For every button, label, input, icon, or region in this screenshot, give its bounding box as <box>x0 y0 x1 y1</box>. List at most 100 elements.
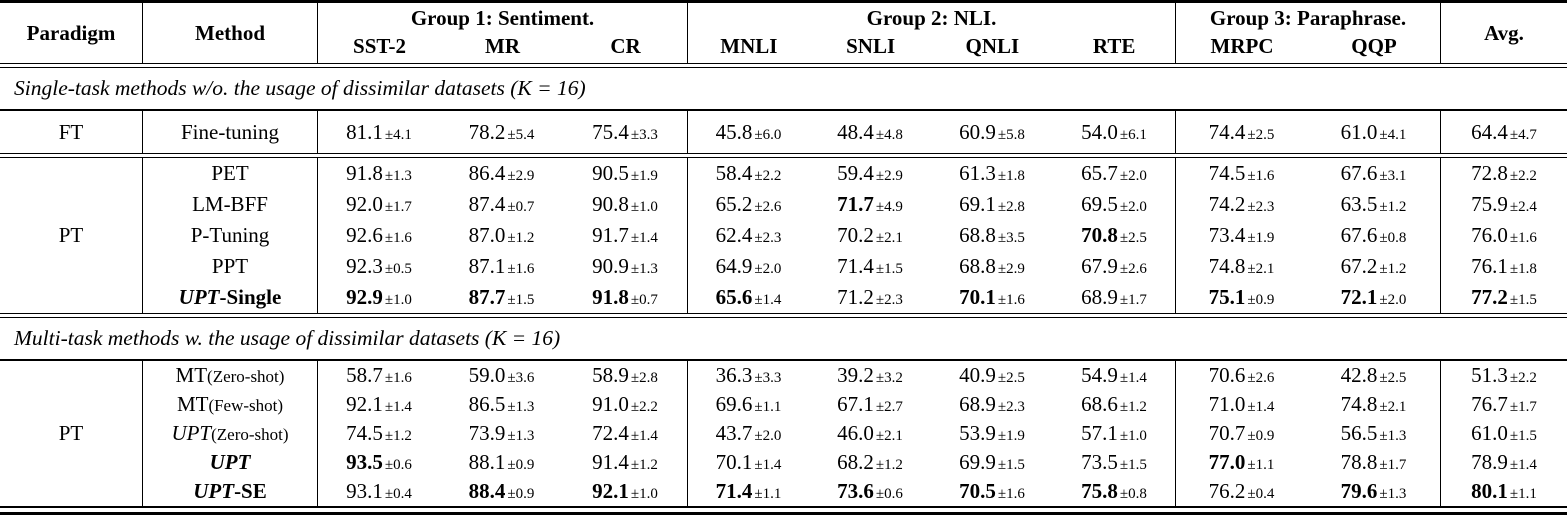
value-mr: 78.2 ±5.4 <box>468 120 535 144</box>
value-avg: 76.1 ±1.8 <box>1440 251 1567 282</box>
value-qnli: 70.1 ±1.6 <box>959 285 1025 309</box>
value-mrpc: 77.0 ±1.1 <box>1175 448 1307 477</box>
value-qnli: 68.9 ±2.3 <box>959 392 1025 416</box>
value-sst-2: 92.9 ±1.0 <box>317 282 440 313</box>
value-mr: 87.1 ±1.6 <box>468 254 535 278</box>
value-sst-2: 91.8 ±1.3 <box>317 158 440 189</box>
value-rte: 54.0 ±6.1 <box>1081 120 1147 144</box>
rule-below-caption-2 <box>0 359 1567 361</box>
value-cr: 75.4 ±3.3 <box>592 120 658 144</box>
col-header-mnli: MNLI <box>720 34 778 58</box>
value-mr: 86.4 ±2.9 <box>468 161 535 185</box>
col-header-paradigm: Paradigm <box>26 20 116 45</box>
value-mrpc: 74.5 ±1.6 <box>1175 158 1307 189</box>
value-mnli: 43.7 ±2.0 <box>687 419 809 448</box>
col-header-avg: Avg. <box>1440 3 1567 63</box>
group-label: Group 3: Paraphrase. <box>1209 6 1407 30</box>
col-header-sst2: SST-2 <box>353 34 406 58</box>
value-qnli: 40.9 ±2.5 <box>959 363 1025 387</box>
value-mr: 88.4 ±0.9 <box>468 479 535 503</box>
value-qqp: 67.2 ±1.2 <box>1340 254 1407 278</box>
value-snli: 48.4 ±4.8 <box>837 120 903 144</box>
value-mnli: 64.9 ±2.0 <box>687 251 809 282</box>
value-mrpc: 70.7 ±0.9 <box>1175 419 1307 448</box>
block-pt-single-task: PT PET 91.8 ±1.3 86.4 ±2.9 90.5 ±1.9 58.4 ±2.2 59.… <box>0 158 1567 313</box>
value-qnli: 68.8 ±2.9 <box>959 254 1025 278</box>
value-qnli: 69.9 ±1.5 <box>959 450 1025 474</box>
value-avg: 72.8 ±2.2 <box>1440 158 1567 189</box>
value-qqp: 74.8 ±2.1 <box>1340 392 1407 416</box>
value-mrpc: 75.1 ±0.9 <box>1175 282 1307 313</box>
col-header-mr: MR <box>485 34 520 58</box>
value-qqp: 78.8 ±1.7 <box>1340 450 1407 474</box>
value-rte: 73.5 ±1.5 <box>1081 450 1147 474</box>
value-cr: 90.9 ±1.3 <box>592 254 658 278</box>
value-snli: 70.2 ±2.1 <box>837 223 903 247</box>
table-header: Paradigm Method Group 1: Sentiment. SST-… <box>0 3 1567 63</box>
method-mt-zero-shot: MT(Zero-shot) <box>142 361 317 390</box>
value-mrpc: 76.2 ±0.4 <box>1175 477 1307 506</box>
value-snli: 71.4 ±1.5 <box>837 254 903 278</box>
value-cr: 92.1 ±1.0 <box>592 479 658 503</box>
value-mr: 87.7 ±1.5 <box>468 285 535 309</box>
method-upt-zero-shot: UPT(Zero-shot) <box>142 419 317 448</box>
rule-below-pt-single <box>0 313 1567 318</box>
value-avg: 61.0 ±1.5 <box>1440 419 1567 448</box>
value-snli: 59.4 ±2.9 <box>837 161 903 185</box>
value-qnli: 53.9 ±1.9 <box>959 421 1025 445</box>
value-avg: 76.7 ±1.7 <box>1440 390 1567 419</box>
value-sst-2: 93.1 ±0.4 <box>317 477 440 506</box>
value-rte: 75.8 ±0.8 <box>1081 479 1147 503</box>
value-sst-2: 81.1 ±4.1 <box>317 111 440 153</box>
value-sst-2: 74.5 ±1.2 <box>317 419 440 448</box>
section-caption-single-task: Single-task methods w/o. the usage of di… <box>14 76 586 100</box>
value-snli: 71.2 ±2.3 <box>837 285 903 309</box>
value-qqp: 79.6 ±1.3 <box>1340 479 1407 503</box>
value-mrpc: 74.2 ±2.3 <box>1175 189 1307 220</box>
value-cr: 58.9 ±2.8 <box>592 363 658 387</box>
method-p-tuning: P-Tuning <box>142 220 317 251</box>
method-upt: UPT <box>142 448 317 477</box>
method-lm-bff: LM-BFF <box>142 189 317 220</box>
value-avg: 75.9 ±2.4 <box>1440 189 1567 220</box>
group-header-sentiment: Group 1: Sentiment. SST-2 MR CR <box>317 3 687 63</box>
value-mrpc: 74.8 ±2.1 <box>1175 251 1307 282</box>
value-mnli: 62.4 ±2.3 <box>687 220 809 251</box>
value-mr: 88.1 ±0.9 <box>468 450 535 474</box>
value-mnli: 45.8 ±6.0 <box>687 111 809 153</box>
rule-below-caption-1 <box>0 109 1567 111</box>
value-sst-2: 93.5 ±0.6 <box>317 448 440 477</box>
method-ppt: PPT <box>142 251 317 282</box>
value-mrpc: 73.4 ±1.9 <box>1175 220 1307 251</box>
col-header-snli: SNLI <box>846 34 896 58</box>
value-avg: 77.2 ±1.5 <box>1440 282 1567 313</box>
value-qnli: 68.8 ±3.5 <box>959 223 1025 247</box>
value-qnli: 60.9 ±5.8 <box>959 120 1025 144</box>
value-snli: 71.7 ±4.9 <box>837 192 903 216</box>
value-snli: 68.2 ±1.2 <box>837 450 903 474</box>
value-cr: 91.4 ±1.2 <box>592 450 658 474</box>
group-label: Group 1: Sentiment. <box>410 6 595 30</box>
group-header-nli: Group 2: NLI. MNLI SNLI QNLI RTE <box>687 3 1175 63</box>
value-mnli: 58.4 ±2.2 <box>687 158 809 189</box>
col-header-method: Method <box>142 3 317 63</box>
block-ft: FT Fine-tuning 81.1 ±4.1 78.2 ±5.4 75.4 ±3.3 45.… <box>0 111 1567 153</box>
value-avg: 78.9 ±1.4 <box>1440 448 1567 477</box>
value-sst-2: 58.7 ±1.6 <box>317 361 440 390</box>
value-mnli: 36.3 ±3.3 <box>687 361 809 390</box>
col-header-cr: CR <box>610 34 641 58</box>
group-label: Group 2: NLI. <box>866 6 997 30</box>
value-mrpc: 74.4 ±2.5 <box>1175 111 1307 153</box>
value-avg: 76.0 ±1.6 <box>1440 220 1567 251</box>
rule-top <box>0 0 1567 3</box>
value-rte: 68.9 ±1.7 <box>1081 285 1147 309</box>
method-upt-se: UPT-SE <box>142 477 317 506</box>
rule-bottom <box>0 506 1567 515</box>
method-upt-single: UPT-Single <box>142 282 317 313</box>
value-mr: 87.4 ±0.7 <box>468 192 535 216</box>
rule-below-header <box>0 63 1567 68</box>
value-mrpc: 71.0 ±1.4 <box>1175 390 1307 419</box>
value-mnli: 70.1 ±1.4 <box>687 448 809 477</box>
value-mr: 73.9 ±1.3 <box>468 421 535 445</box>
